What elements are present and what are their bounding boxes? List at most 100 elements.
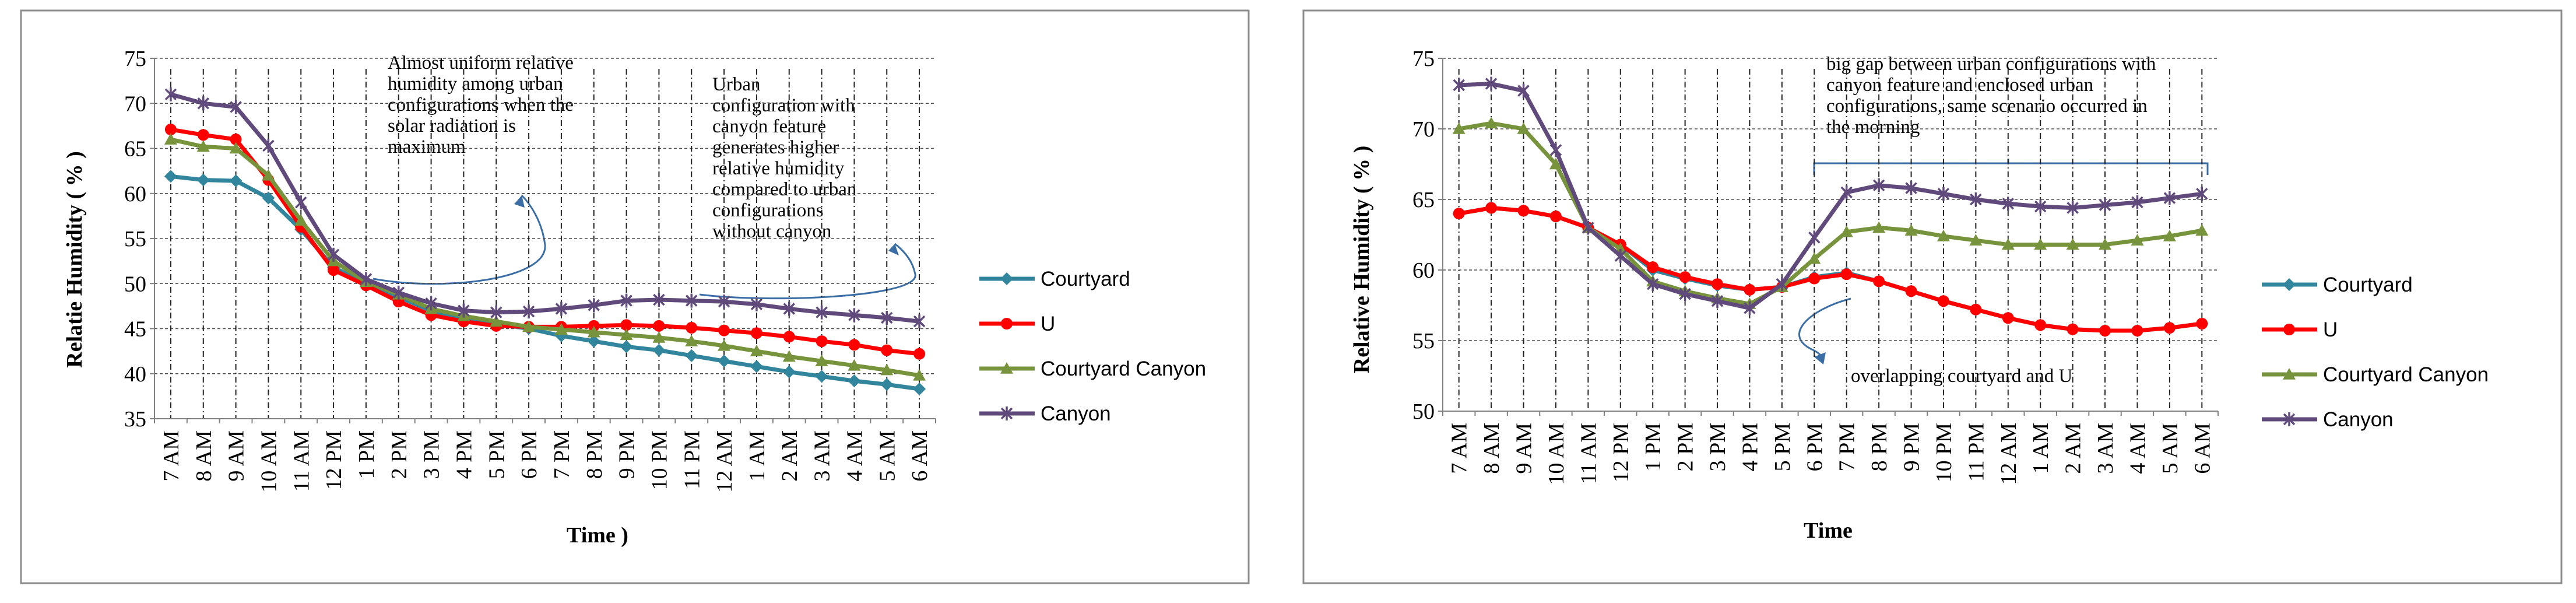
chart-1-data-point [164,133,177,145]
chart-1-data-point [782,365,796,378]
annotation-line: compared to urban [712,179,856,200]
chart-1-data-point [328,264,340,276]
chart-1-legend-marker [1000,362,1013,374]
chart-2-legend-label: Courtyard Canyon [2323,363,2489,386]
chart-1-data-point [360,272,372,286]
chart-1-y-tick-label: 70 [124,92,146,116]
chart-1-data-point [522,320,536,332]
chart-2-data-point [1485,76,1498,91]
chart-1-legend-marker [1000,406,1013,420]
chart-2-data-point [1970,303,1982,315]
chart-2-data-point [2067,323,2079,335]
chart-2-annotation-gap: big gap between urban configurations wit… [1826,54,2161,138]
chart-2-data-point [1549,157,1562,170]
chart-2-legend-marker [2283,324,2295,335]
chart-2-data-point [1969,234,1983,246]
chart-2-data-point [1970,192,1982,206]
chart-1-data-point [782,350,796,362]
chart-1-x-tick-label: 2 AM [778,430,802,482]
chart-2-x-tick-label: 11 AM [1576,423,1601,484]
chart-2-x-tick-label: 2 AM [2061,423,2086,474]
chart-2-data-point [2034,199,2047,214]
chart-2-data-point [1808,252,1821,264]
chart-2-data-point [2131,195,2143,209]
annotation-line: canyon feature and enclosed urban [1826,75,2093,96]
chart-1-x-tick-label: 12 AM [712,430,737,493]
chart-2-data-point [1904,224,1918,236]
chart-1-data-point [587,325,600,338]
annotation-line: maximum [388,136,466,157]
chart-1-data-point [913,314,926,329]
chart-1-series-canyon [164,87,926,329]
chart-2: Relative Humidity ( % ) Time big gap bet… [1349,47,2489,543]
chart-2-x-tick-label: 3 PM [1706,423,1730,471]
chart-1-data-point [815,370,828,383]
chart-2-x-tick-label: 7 AM [1447,423,1472,474]
chart-2-x-tick-label: 6 PM [1802,423,1827,471]
annotation-line: Almost uniform relative [388,52,574,73]
chart-1-data-point [327,247,340,262]
chart-2-data-point [1712,278,1724,290]
chart-1-data-point [848,308,860,322]
chart-2-x-tick-label: 9 AM [1512,423,1537,474]
chart-1-y-tick-label: 45 [124,317,146,342]
chart-2-data-point [1905,285,1917,297]
chart-2-legend-item: Courtyard Canyon [2262,363,2489,386]
chart-2-data-point [1485,117,1498,129]
chart-1-data-point [196,173,210,187]
chart-2-data-point [1744,301,1756,315]
chart-2-x-tick-label: 4 AM [2125,423,2150,474]
chart-1-x-tick-label: 10 PM [647,430,672,490]
chart-2-x-tick-label: 6 AM [2190,423,2215,474]
chart-1-data-point [653,320,665,332]
chart-2-data-point [1840,268,1853,281]
chart-1-data-point [913,369,926,381]
annotation-line: solar radiation is [388,115,516,136]
chart-1-legend-marker [1001,318,1013,329]
chart-1-legend-label: Courtyard [1041,268,1130,290]
chart-1-data-point [718,324,730,336]
chart-1-data-point [913,348,926,360]
chart-1-data-point [164,170,177,183]
chart-2-legend-marker [2283,278,2296,291]
chart-2-x-tick-label: 11 PM [1964,423,1988,482]
chart-1-data-point [848,339,860,351]
chart-1-x-tick-label: 11 PM [680,430,704,489]
chart-1-data-point [718,355,731,368]
chart-1-data-point [229,142,243,154]
chart-2-data-point [1452,122,1466,134]
chart-1-data-point [848,374,861,388]
chart-1-legend-item: Courtyard Canyon [979,357,1206,380]
chart-2-data-point [1485,202,1498,214]
chart-1-data-point [230,100,242,114]
chart-1-data-point [816,335,828,348]
chart-1-data-point [294,214,308,226]
chart-2-data-point [1679,271,1691,283]
chart-2-data-point [2131,234,2144,246]
chart-1-data-point [848,359,861,371]
chart-1-x-tick-label: 10 AM [256,430,281,493]
chart-1-x-tick-label: 6 AM [908,430,932,482]
chart-1-data-point [686,321,698,334]
chart-1-data-point [880,363,894,376]
chart-1-x-tick-label: 1 PM [354,430,379,479]
chart-1-annotation-arrow-1 [372,194,546,285]
chart-1-data-point [425,296,437,311]
chart-2-x-tick-label: 5 PM [1770,423,1795,471]
chart-1-data-point [262,169,275,181]
chart-2-y-tick-label: 70 [1412,117,1435,142]
chart-2-x-tick-label: 7 PM [1835,423,1860,471]
annotation-line: relative humidity [712,158,845,179]
chart-2-data-point [1517,122,1530,134]
chart-2-y-tick-label: 55 [1412,329,1435,353]
chart-2-legend-marker [2283,368,2296,380]
chart-2-data-point [1873,275,1885,288]
chart-1-data-point [880,378,894,391]
chart-1-series-courtyard-canyon [164,133,926,381]
chart-2-data-point [1840,225,1853,237]
annotation-line: configurations [712,200,824,221]
annotation-line: Urban [712,74,760,95]
chart-1-data-point [490,315,503,327]
chart-1-data-point [620,293,632,308]
